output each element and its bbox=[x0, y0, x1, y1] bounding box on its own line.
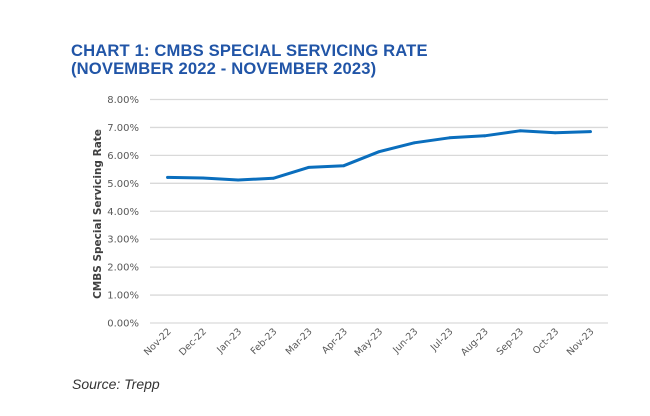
data-points bbox=[166, 129, 592, 182]
y-axis-ticks: 0.00% 1.00% 2.00% 3.00% 4.00% 5.00% 6.00% 7.00%… bbox=[107, 95, 139, 330]
x-tick-label: Apr-23 bbox=[320, 326, 350, 356]
y-tick-label: 8.00% bbox=[107, 95, 139, 106]
data-point bbox=[166, 176, 170, 179]
gridlines bbox=[150, 98, 608, 324]
y-axis-title: CMBS Special Servicing Rate bbox=[92, 129, 104, 299]
data-point bbox=[483, 134, 487, 138]
y-tick-label: 0.00% bbox=[107, 319, 139, 330]
y-tick-label: 1.00% bbox=[107, 291, 139, 302]
x-tick-label: May-23 bbox=[353, 326, 386, 359]
y-tick-label: 2.00% bbox=[107, 263, 139, 274]
data-point bbox=[518, 129, 522, 133]
x-tick-label: Jul-23 bbox=[428, 326, 456, 354]
data-point bbox=[412, 141, 416, 145]
x-tick-label: Dec-22 bbox=[177, 326, 209, 358]
data-point bbox=[448, 136, 451, 140]
data-point bbox=[553, 131, 557, 135]
chart-title-line-2: (NOVEMBER 2022 - NOVEMBER 2023) bbox=[71, 58, 377, 78]
y-tick-label: 7.00% bbox=[107, 123, 139, 134]
x-tick-label: Oct-23 bbox=[531, 326, 561, 356]
y-tick-label: 6.00% bbox=[107, 151, 139, 162]
x-axis-ticks: Nov-22 Dec-22 Jan-23 Feb-23 Mar-23 Apr-23 May-… bbox=[142, 326, 596, 359]
data-point bbox=[271, 176, 275, 180]
data-point bbox=[342, 164, 346, 168]
chart-title: CHART 1: CMBS SPECIAL SERVICING RATE (NO… bbox=[71, 42, 428, 77]
data-point bbox=[307, 165, 310, 169]
x-tick-label: Aug-23 bbox=[459, 326, 491, 358]
source-note: Source: Trepp bbox=[72, 376, 160, 392]
data-point bbox=[588, 130, 592, 134]
y-tick-label: 4.00% bbox=[107, 207, 139, 218]
y-tick-label: 5.00% bbox=[107, 179, 139, 190]
y-tick-label: 3.00% bbox=[107, 235, 139, 246]
x-tick-label: Nov-23 bbox=[565, 326, 597, 358]
x-tick-label: Feb-23 bbox=[249, 326, 280, 357]
x-tick-label: Sep-23 bbox=[495, 326, 526, 357]
data-point bbox=[201, 176, 205, 180]
x-tick-label: Jun-23 bbox=[390, 326, 420, 356]
x-tick-label: Jan-23 bbox=[214, 326, 244, 356]
chart-title-line-1: CHART 1: CMBS SPECIAL SERVICING RATE bbox=[71, 41, 428, 60]
x-tick-label: Nov-22 bbox=[142, 326, 174, 358]
data-point bbox=[377, 150, 381, 154]
x-tick-label: Mar-23 bbox=[284, 326, 315, 357]
data-point bbox=[236, 178, 240, 182]
